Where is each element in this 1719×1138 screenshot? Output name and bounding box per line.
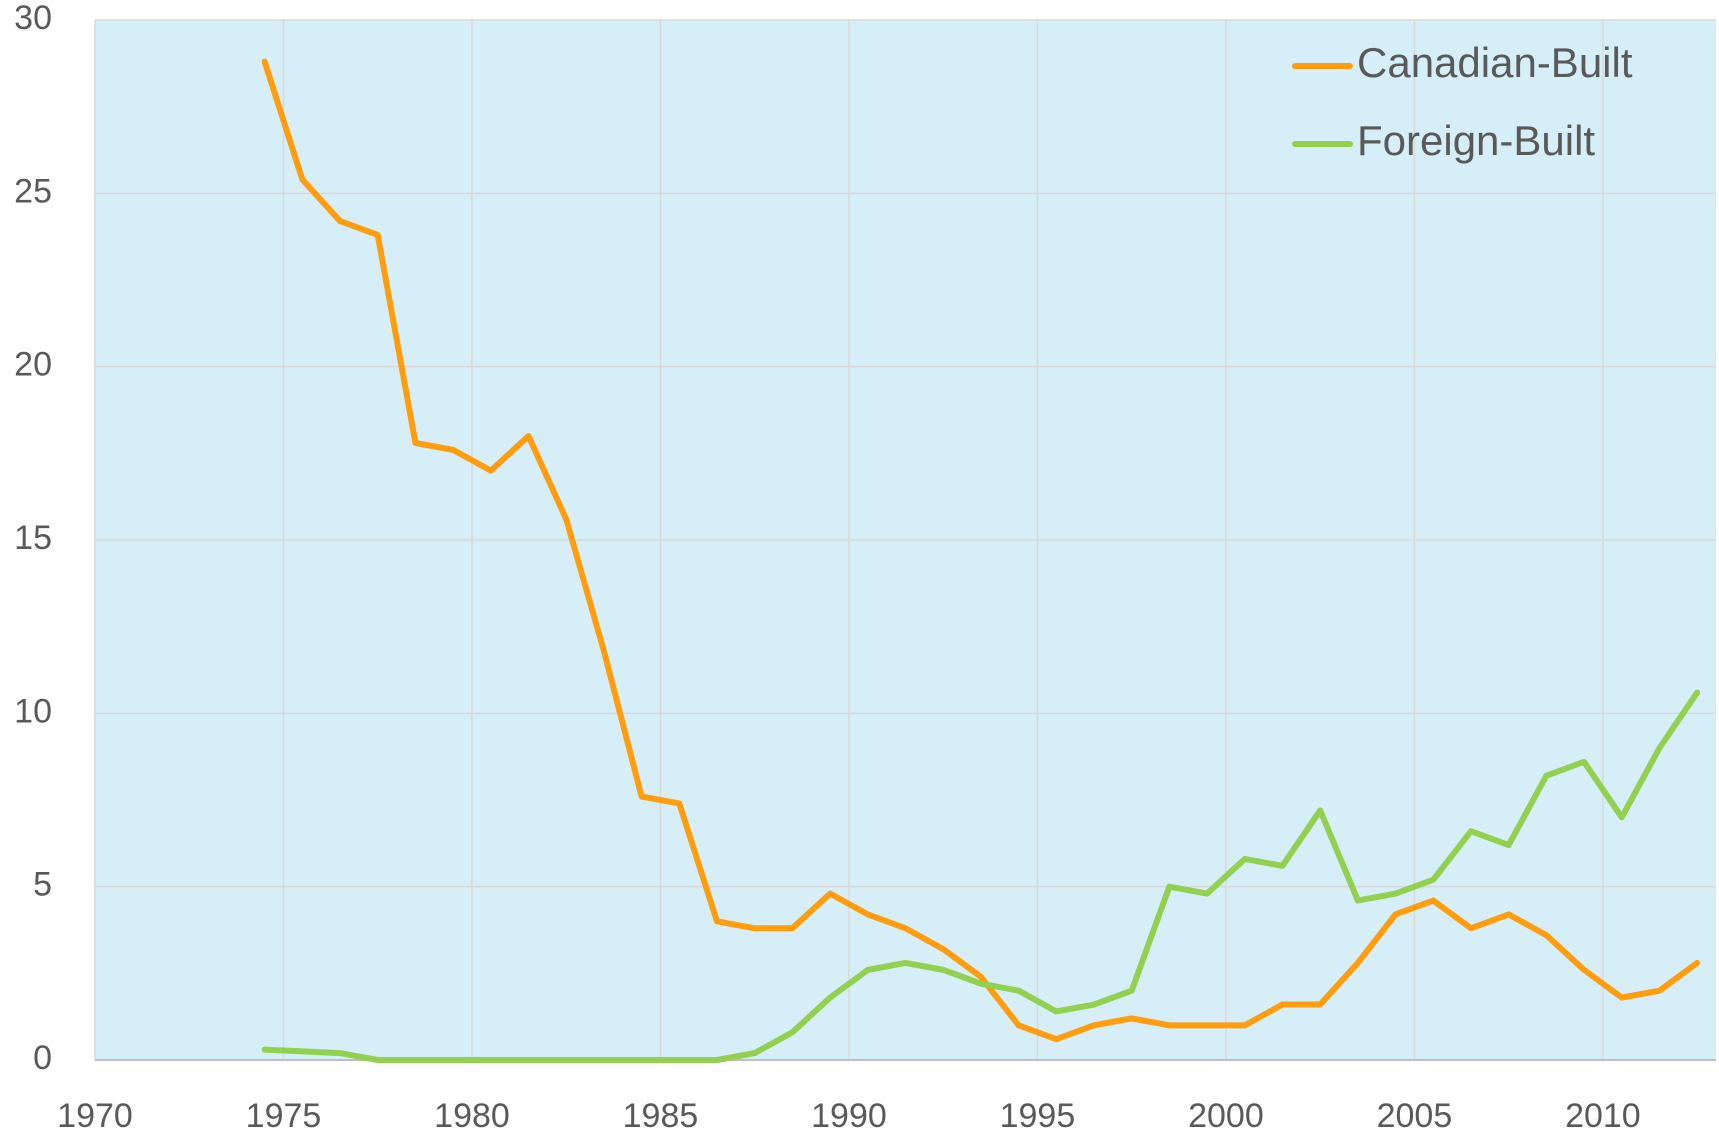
y-tick-label: 5 <box>33 866 52 904</box>
y-tick-label: 0 <box>33 1039 52 1077</box>
x-tick-label: 2010 <box>1565 1097 1641 1135</box>
y-tick-label: 10 <box>14 692 52 730</box>
x-tick-label: 1985 <box>623 1097 699 1135</box>
y-tick-label: 25 <box>14 172 52 210</box>
y-tick-label: 20 <box>14 346 52 384</box>
legend-label: Foreign-Built <box>1357 117 1595 164</box>
line-series <box>261 689 1701 1063</box>
x-tick-label: 1990 <box>811 1097 887 1135</box>
x-tick-label: 1970 <box>57 1097 133 1135</box>
x-tick-label: 2005 <box>1377 1097 1453 1135</box>
y-tick-label: 30 <box>14 0 52 37</box>
x-tick-label: 1995 <box>1000 1097 1076 1135</box>
y-tick-label: 15 <box>14 519 52 557</box>
legend-label: Canadian-Built <box>1357 39 1633 86</box>
x-tick-label: 1980 <box>434 1097 510 1135</box>
x-tick-label: 2000 <box>1188 1097 1264 1135</box>
line-series <box>261 58 1701 1043</box>
x-tick-label: 1975 <box>246 1097 322 1135</box>
